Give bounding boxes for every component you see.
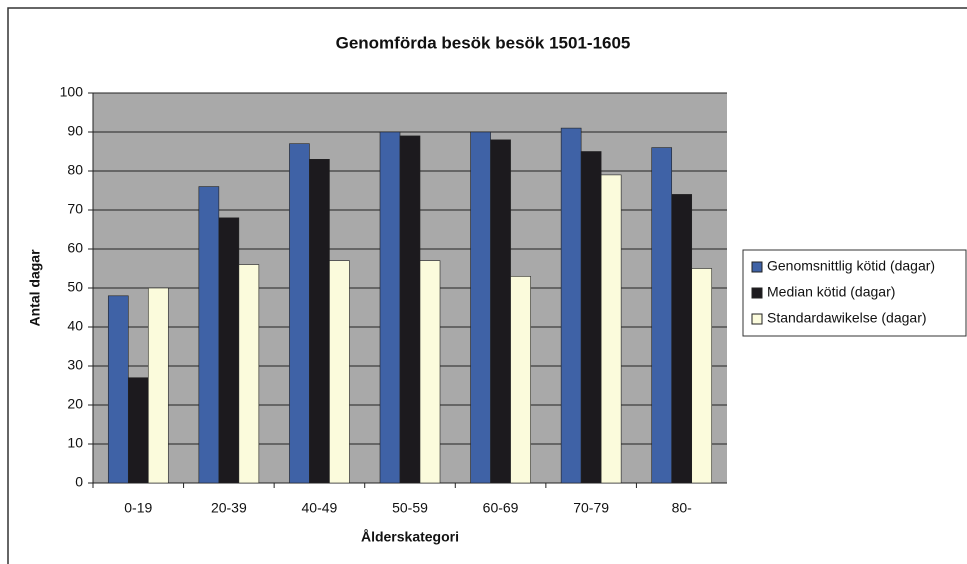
bar <box>580 151 602 484</box>
bar <box>107 295 129 484</box>
y-tick-label: 40 <box>67 318 83 334</box>
y-tick-label: 100 <box>60 84 84 100</box>
x-tick-label: 0-19 <box>124 500 152 516</box>
legend-swatch <box>751 313 763 325</box>
legend-label: Standardawikelse (dagar) <box>767 310 927 326</box>
bar <box>419 260 441 484</box>
bar <box>490 139 511 484</box>
bar <box>238 264 260 484</box>
legend-label: Genomsnittlig kötid (dagar) <box>767 258 935 274</box>
y-tick-label: 80 <box>67 162 83 178</box>
y-tick-label: 30 <box>67 357 83 373</box>
legend <box>742 249 967 337</box>
bar <box>309 159 330 484</box>
legend-swatch <box>751 261 763 273</box>
bar <box>147 287 169 484</box>
chart-title: Genomförda besök besök 1501-1605 <box>336 33 631 52</box>
x-tick-label: 70-79 <box>573 500 609 516</box>
bar <box>289 143 310 484</box>
bar <box>651 147 673 484</box>
x-tick-label: 60-69 <box>483 500 519 516</box>
bar <box>127 377 149 484</box>
bar <box>691 268 713 484</box>
y-tick-label: 20 <box>67 396 83 412</box>
x-tick-label: 50-59 <box>392 500 428 516</box>
bar <box>198 186 220 484</box>
x-tick-label: 20-39 <box>211 500 247 516</box>
y-tick-label: 90 <box>67 123 83 139</box>
x-tick-label: 40-49 <box>302 500 338 516</box>
legend-label: Median kötid (dagar) <box>767 284 895 300</box>
bar <box>671 194 693 484</box>
x-axis-label: Ålderskategori <box>361 529 459 545</box>
y-tick-label: 70 <box>67 201 83 217</box>
x-tick-label: 80- <box>672 500 693 516</box>
y-tick-label: 60 <box>67 240 83 256</box>
bar <box>218 217 240 484</box>
bar <box>379 131 401 484</box>
y-axis-label: Antal dagar <box>27 249 43 327</box>
y-tick-label: 10 <box>67 435 83 451</box>
bar <box>399 135 421 484</box>
bar <box>600 174 622 484</box>
bar <box>510 275 531 484</box>
y-tick-label: 50 <box>67 279 83 295</box>
bar <box>329 260 350 484</box>
bar <box>470 131 491 484</box>
y-tick-label: 0 <box>75 474 83 490</box>
legend-swatch <box>751 287 763 299</box>
bar <box>560 127 582 484</box>
